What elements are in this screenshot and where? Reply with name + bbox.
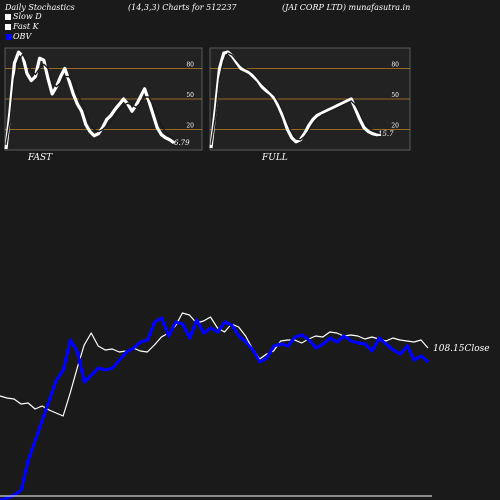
legend-slow-d: Slow D — [5, 12, 42, 21]
panel-label-full: FULL — [261, 153, 288, 163]
price-obv-chart: 108.15Close — [0, 312, 490, 500]
legend-swatch-slow-d — [5, 14, 11, 20]
chart-source: (JAI CORP LTD) munafasutra.in — [282, 3, 411, 12]
legend-label-fast-k: Fast K — [13, 22, 39, 31]
stoch-series-line — [5, 53, 175, 146]
y-tick-label: 50 — [391, 92, 399, 99]
legend-fast-k: Fast K — [5, 22, 39, 31]
obv-line — [0, 316, 430, 500]
legend-label-slow-d: Slow D — [13, 12, 42, 21]
panel-label-fast: FAST — [27, 153, 53, 163]
stoch-panel-full: 20 50 80 15.7 FULL — [209, 47, 411, 163]
end-value-label: 15.7 — [378, 130, 394, 138]
close-value-label: 108.15Close — [433, 344, 490, 354]
stoch-panel-fast: 20 50 80 6.79 FAST — [4, 47, 203, 163]
stoch-series-line — [4, 50, 175, 150]
y-tick-label: 50 — [186, 92, 194, 99]
end-value-label: 6.79 — [174, 139, 190, 147]
y-tick-label: 20 — [391, 123, 399, 130]
legend-swatch-obv — [5, 34, 11, 40]
stoch-series-line — [210, 52, 382, 146]
y-tick-label: 20 — [186, 123, 194, 130]
close-price-line — [0, 312, 429, 417]
legend-label-obv: OBV — [13, 32, 32, 41]
y-tick-label: 80 — [391, 61, 399, 68]
chart-title: Daily Stochastics — [5, 3, 75, 12]
legend-swatch-fast-k — [5, 24, 11, 30]
legend-obv: OBV — [5, 32, 31, 41]
chart-subtitle: (14,3,3) Charts for 512237 — [128, 3, 237, 12]
y-tick-label: 80 — [186, 61, 194, 68]
